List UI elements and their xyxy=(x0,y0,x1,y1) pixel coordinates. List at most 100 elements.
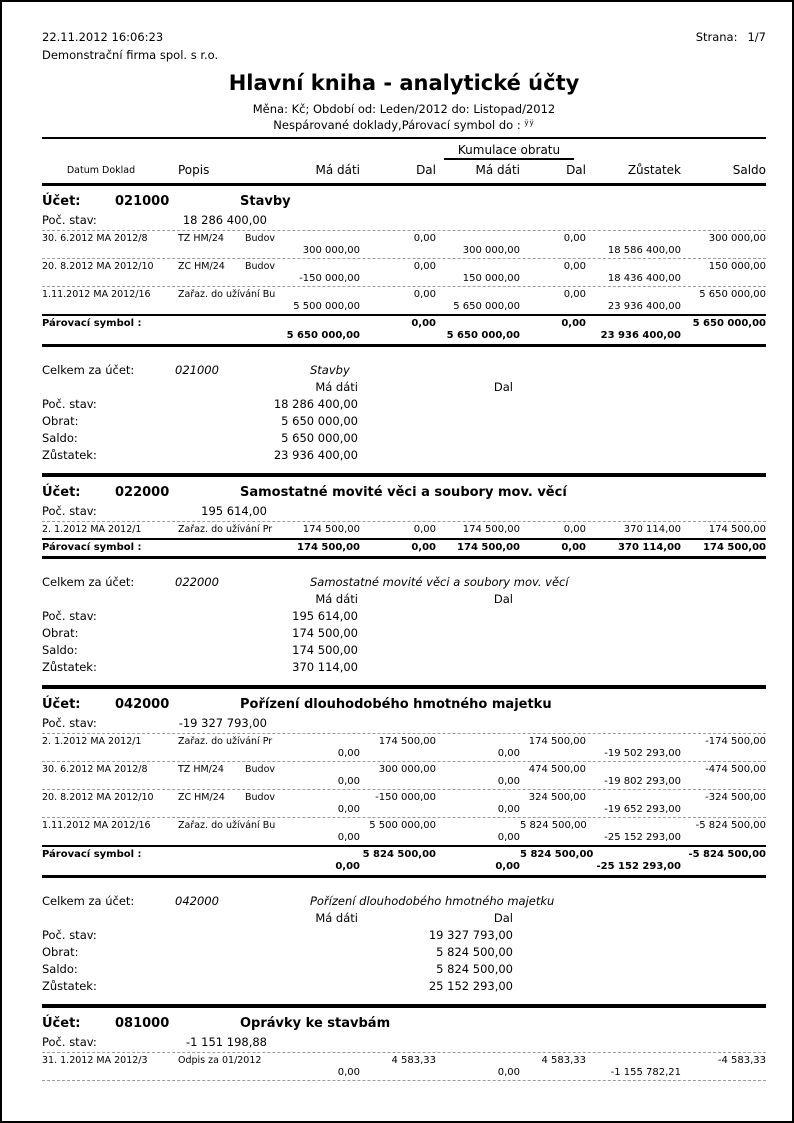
ledger-line: 30. 6.2012 MA 2012/8 TZ HM/24 Budov 300 000… xyxy=(42,764,766,776)
account-total-columns-spacer xyxy=(42,379,175,396)
cell-ma-dati xyxy=(273,233,360,245)
cell-kum-ma-dati xyxy=(436,289,520,301)
transaction-row: 30. 6.2012 MA 2012/8 TZ HM/24 Budov 0,00 0,0… xyxy=(42,230,766,258)
cell-kum-ma-dati xyxy=(436,792,520,804)
cell-ma-dati xyxy=(273,764,360,776)
cell-kum-dal: 5 824 500,00 xyxy=(520,849,594,860)
pairing-symbol-summary: Párovací symbol : 174 500,00 0,00 174 500,0… xyxy=(42,537,766,559)
ledger-line: 0,00 0,00 -19 652 293,00 xyxy=(42,804,766,816)
cell-dal xyxy=(360,273,436,285)
cell-kum-dal: 474 500,00 xyxy=(528,764,586,775)
account-heading: Účet: 042000 Pořízení dlouhodobého hmotnéh… xyxy=(42,697,766,713)
cell-zustatek xyxy=(586,1055,681,1067)
account-label: Účet: xyxy=(42,194,81,209)
account-name: Samostatné movité věci a soubory mov. vě… xyxy=(240,485,567,500)
cell-kum-dal: 174 500,00 xyxy=(528,736,586,747)
row-description xyxy=(178,748,273,760)
account-total-heading: Celkem za účet: 022000 Samostatné movité v… xyxy=(42,574,766,591)
cell-zustatek xyxy=(586,318,681,330)
account-label: Účet: xyxy=(42,1016,81,1031)
cell-dal: 5 500 000,00 xyxy=(369,820,436,831)
row-description xyxy=(178,273,273,285)
cell-kum-ma-dati: 0,00 xyxy=(497,831,520,843)
cell-dal xyxy=(360,245,436,257)
row-date-doc xyxy=(42,330,178,342)
total-value-ma-dati: 195 614,00 xyxy=(292,609,358,623)
cell-zustatek xyxy=(586,261,681,273)
cell-saldo: 300 000,00 xyxy=(708,233,766,244)
row-description-text: ZC HM/24 xyxy=(178,261,225,272)
cell-ma-dati: 0,00 xyxy=(337,803,360,815)
total-col-dal: Dal xyxy=(493,911,513,925)
account-total-row: Obrat: 174 500,00 xyxy=(42,625,766,642)
cell-kum-dal: 0,00 xyxy=(561,541,586,553)
account-total-name: Stavby xyxy=(310,363,350,377)
cell-ma-dati: 300 000,00 xyxy=(302,244,360,256)
row-description: Zařaz. do užívání Bu xyxy=(178,820,275,832)
row-date-doc: 20. 8.2012 MA 2012/10 xyxy=(42,261,154,272)
cell-dal: 0,00 xyxy=(413,524,436,535)
cell-zustatek: -1 155 782,21 xyxy=(610,1066,681,1078)
account-number: 021000 xyxy=(115,194,170,209)
account-total-block: Celkem za účet: 022000 Samostatné movité v… xyxy=(42,574,766,676)
cell-ma-dati: 174 500,00 xyxy=(302,524,360,535)
page-content: 22.11.2012 16:06:23 Strana: 1/7 Demonstra… xyxy=(42,2,766,1081)
cell-zustatek: 18 436 400,00 xyxy=(607,272,681,284)
cell-zustatek: -25 152 293,00 xyxy=(596,860,682,872)
cell-kum-dal: 324 500,00 xyxy=(528,792,586,803)
cell-ma-dati: 0,00 xyxy=(337,775,360,787)
cell-ma-dati xyxy=(273,792,360,804)
cell-saldo xyxy=(681,832,766,844)
ledger-line: 0,00 0,00 -1 155 782,21 xyxy=(42,1067,766,1079)
cell-dal: -150 000,00 xyxy=(375,792,436,803)
opening-balance-value: -19 327 793,00 xyxy=(178,716,267,730)
cell-ma-dati: 0,00 xyxy=(337,1066,360,1078)
cell-saldo: -174 500,00 xyxy=(705,736,766,747)
report-subtitle-period: Měna: Kč; Období od: Leden/2012 do: List… xyxy=(252,102,556,116)
row-date-doc: 2. 1.2012 MA 2012/1 xyxy=(42,524,142,535)
row-date-doc: 30. 6.2012 MA 2012/8 xyxy=(42,764,148,775)
total-row-label: Obrat: xyxy=(42,945,79,959)
row-description-text: TZ HM/24 xyxy=(178,233,224,244)
cell-kum-ma-dati: 150 000,00 xyxy=(462,272,520,284)
account-total-row: Zůstatek: 370 114,00 xyxy=(42,659,766,676)
cell-zustatek xyxy=(586,233,681,245)
section-divider xyxy=(42,1004,766,1008)
account-total-row: Poč. stav: 18 286 400,00 xyxy=(42,396,766,413)
total-col-ma-dati: Má dáti xyxy=(315,592,358,606)
cell-zustatek: 370 114,00 xyxy=(623,524,681,535)
ledger-line: -150 000,00 150 000,00 18 436 400,00 xyxy=(42,273,766,285)
pairing-symbol-label: Párovací symbol : xyxy=(42,849,142,860)
account-total-row: Saldo: 5 650 000,00 xyxy=(42,430,766,447)
row-date-doc xyxy=(42,273,178,285)
ledger-line: Párovací symbol : 5 824 500,00 5 824 500,0… xyxy=(42,849,766,861)
transaction-row: 2. 1.2012 MA 2012/1 Zařaz. do užívání Pr 1… xyxy=(42,733,766,761)
account-heading: Účet: 021000 Stavby xyxy=(42,194,766,210)
section-divider xyxy=(42,685,766,689)
cell-kum-dal xyxy=(520,273,586,285)
cell-zustatek: -19 652 293,00 xyxy=(604,803,681,815)
cell-ma-dati xyxy=(273,318,360,330)
col-header-saldo: Saldo xyxy=(732,163,766,177)
opening-balance-row: Poč. stav: -1 151 198,88 xyxy=(42,1035,766,1052)
total-col-dal: Dal xyxy=(493,592,513,606)
cell-kum-ma-dati xyxy=(436,261,520,273)
cell-zustatek xyxy=(586,736,681,748)
row-description xyxy=(178,1067,273,1079)
cell-kum-dal xyxy=(520,804,586,816)
row-description xyxy=(178,776,273,788)
col-header-zustatek: Zůstatek xyxy=(627,163,681,177)
cell-dal xyxy=(360,804,436,816)
cell-kum-ma-dati: 0,00 xyxy=(497,803,520,815)
cell-kum-ma-dati: 0,00 xyxy=(497,775,520,787)
total-row-label: Poč. stav: xyxy=(42,397,97,411)
col-header-kumulace-ma-dati: Má dáti xyxy=(475,163,520,177)
cell-kum-ma-dati xyxy=(436,1055,520,1067)
account-section: Účet: 081000 Oprávky ke stavbám Poč. stav: -… xyxy=(42,1016,766,1081)
row-description-detail: Budov xyxy=(245,233,276,244)
cell-kum-ma-dati: 0,00 xyxy=(495,860,520,872)
cell-kum-dal xyxy=(520,245,586,257)
cell-zustatek: 18 586 400,00 xyxy=(607,244,681,256)
account-total-row: Obrat: 5 824 500,00 xyxy=(42,944,766,961)
col-header-popis: Popis xyxy=(178,163,210,177)
